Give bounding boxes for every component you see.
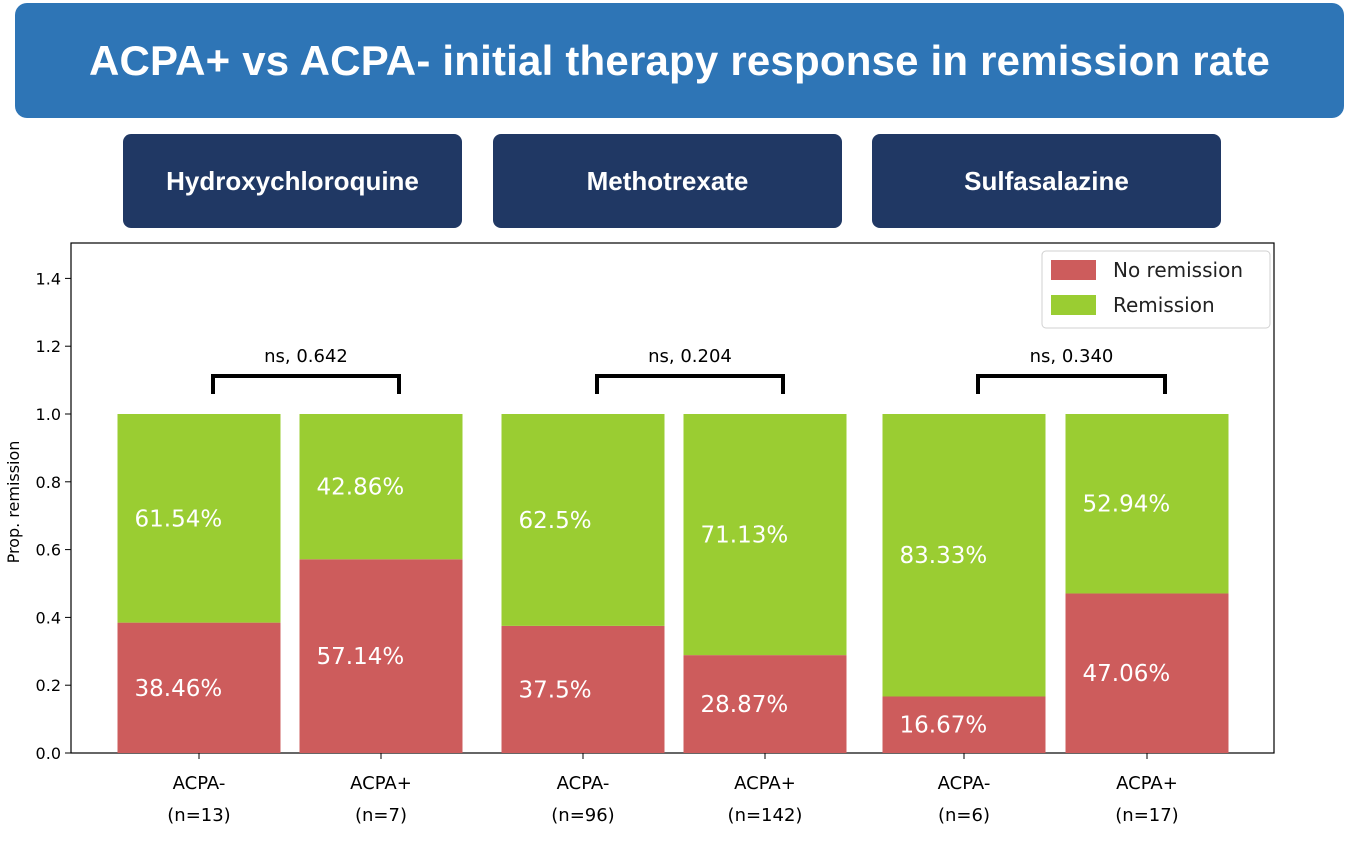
y-tick-label: 0.0: [36, 744, 61, 763]
group-box-methotrexate: Methotrexate: [493, 134, 842, 228]
data-label-remission: 83.33%: [900, 543, 988, 569]
y-tick-label: 1.0: [36, 405, 61, 424]
title-banner: ACPA+ vs ACPA- initial therapy response …: [15, 3, 1344, 118]
data-label-remission: 61.54%: [135, 506, 223, 532]
group-label: Hydroxychloroquine: [166, 165, 419, 196]
legend-swatch: [1051, 260, 1096, 280]
significance-bracket: [976, 374, 1167, 394]
data-label-no-remission: 37.5%: [519, 677, 592, 703]
bar-remission: [683, 414, 847, 656]
bar-no-remission: [299, 559, 463, 753]
x-tick-label: (n=142): [728, 805, 803, 826]
legend-box: [1041, 250, 1271, 329]
bar-no-remission: [117, 622, 281, 753]
x-tick-label: ACPA-: [938, 773, 991, 794]
data-label-no-remission: 47.06%: [1083, 661, 1171, 687]
bar-remission: [882, 414, 1046, 697]
y-tick-label: 0.2: [36, 676, 61, 695]
legend-swatch: [1051, 295, 1096, 315]
x-tick-label: (n=13): [167, 805, 230, 826]
chart-title: ACPA+ vs ACPA- initial therapy response …: [88, 36, 1271, 84]
group-box-sulfasalazine: Sulfasalazine: [872, 134, 1221, 228]
y-tick-label: 1.4: [36, 269, 61, 288]
x-tick-label: ACPA+: [350, 773, 412, 794]
significance-bracket: [595, 374, 785, 394]
group-label: Methotrexate: [586, 165, 749, 196]
legend-label: Remission: [1113, 293, 1215, 317]
data-label-no-remission: 16.67%: [900, 713, 988, 739]
bar-remission: [501, 414, 665, 626]
bar-no-remission: [683, 655, 847, 753]
x-tick-label: ACPA+: [734, 773, 796, 794]
y-tick-label: 0.6: [36, 541, 61, 560]
significance-bracket: [211, 374, 401, 394]
data-label-remission: 71.13%: [701, 523, 789, 549]
x-tick-label: ACPA-: [173, 773, 226, 794]
y-tick-label: 0.8: [36, 473, 61, 492]
bar-no-remission: [501, 625, 665, 753]
data-label-no-remission: 38.46%: [135, 676, 223, 702]
bar-remission: [1065, 414, 1229, 594]
x-tick-label: (n=7): [355, 805, 407, 826]
data-label-no-remission: 28.87%: [701, 692, 789, 718]
significance-label: ns, 0.340: [1030, 346, 1114, 367]
x-tick-label: ACPA-: [557, 773, 610, 794]
legend-label: No remission: [1113, 258, 1243, 282]
data-label-remission: 62.5%: [519, 508, 592, 534]
data-label-remission: 52.94%: [1083, 492, 1171, 518]
data-label-no-remission: 57.14%: [317, 644, 405, 670]
significance-label: ns, 0.642: [264, 346, 348, 367]
significance-label: ns, 0.204: [648, 346, 732, 367]
bar-no-remission: [882, 696, 1046, 753]
y-tick-label: 1.2: [36, 337, 61, 356]
bar-remission: [299, 414, 463, 560]
y-axis-label: Prop. remission: [4, 441, 23, 564]
x-tick-label: (n=17): [1115, 805, 1178, 826]
x-tick-label: ACPA+: [1116, 773, 1178, 794]
x-tick-label: (n=96): [551, 805, 614, 826]
plot-frame: [70, 242, 1275, 754]
y-tick-label: 0.4: [36, 608, 61, 627]
bar-remission: [117, 414, 281, 623]
bar-no-remission: [1065, 593, 1229, 753]
legend: No remission Remission: [1041, 250, 1271, 329]
group-label: Sulfasalazine: [964, 165, 1129, 196]
x-tick-label: (n=6): [938, 805, 990, 826]
data-label-remission: 42.86%: [317, 475, 405, 501]
group-box-hydroxychloroquine: Hydroxychloroquine: [123, 134, 462, 228]
